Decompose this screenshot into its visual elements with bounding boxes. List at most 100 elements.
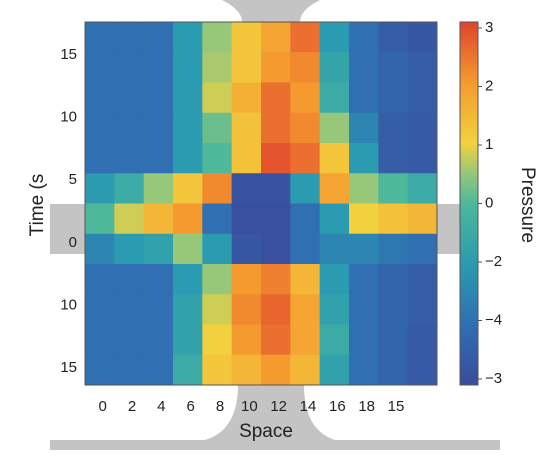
y-tick-label: 5 (69, 171, 77, 188)
x-tick-label: 14 (300, 398, 317, 415)
heat-cell (85, 112, 115, 144)
heat-cell (290, 203, 321, 235)
heat-cell (319, 294, 350, 325)
colorbar-tick-label: −3 (485, 370, 502, 387)
heat-cell (407, 354, 438, 386)
heat-cell (378, 233, 409, 265)
heat-cell (290, 82, 321, 114)
heat-cell (202, 324, 233, 356)
heat-cell (202, 233, 233, 265)
heat-cell (202, 203, 233, 235)
heat-cell (173, 203, 203, 235)
colorbar-tick-label: 0 (485, 194, 493, 211)
heat-cell (114, 324, 145, 356)
heat-cell (290, 22, 321, 53)
heat-cell (173, 233, 203, 265)
heat-cell (85, 22, 115, 53)
colorbar-tick-label: −4 (485, 311, 502, 328)
heat-cell (378, 203, 409, 235)
heat-cell (290, 354, 321, 386)
heat-cell (143, 324, 174, 356)
heat-cell (143, 173, 174, 204)
x-tick-label: 18 (358, 398, 375, 415)
heat-cell (114, 173, 145, 204)
heat-cell (378, 82, 409, 114)
heat-cell (143, 264, 174, 295)
heat-cell (378, 22, 409, 53)
heat-cell (261, 173, 291, 204)
heat-cell (202, 264, 233, 295)
heat-cell (114, 52, 145, 83)
heat-cell (85, 264, 115, 295)
colorbar-tick-label: 2 (485, 77, 493, 94)
heat-cell (85, 354, 115, 386)
heat-cell (407, 22, 438, 53)
heat-cell (349, 264, 379, 295)
heat-cell (231, 354, 262, 386)
heat-cell (202, 294, 233, 325)
heat-cell (143, 354, 174, 386)
heat-cell (231, 52, 262, 83)
heat-cell (261, 264, 291, 295)
heat-cell (290, 233, 321, 265)
heat-cell (85, 52, 115, 83)
heat-cell (85, 173, 115, 204)
heat-cell (261, 143, 291, 174)
heat-cell (114, 143, 145, 174)
heat-cell (143, 294, 174, 325)
heat-cell (319, 22, 350, 53)
heat-cell (114, 354, 145, 386)
heat-cell (202, 112, 233, 144)
heat-cell (349, 233, 379, 265)
colorbar-tick-label: 1 (485, 136, 493, 153)
heat-cell (319, 173, 350, 204)
heat-cell (143, 22, 174, 53)
heat-cell (378, 324, 409, 356)
heat-cell (349, 22, 379, 53)
heat-cell (143, 82, 174, 114)
heat-cell (231, 173, 262, 204)
heat-cell (114, 22, 145, 53)
heat-cell (290, 173, 321, 204)
heat-cell (261, 52, 291, 83)
heat-cell (202, 143, 233, 174)
heat-cell (407, 233, 438, 265)
heat-cell (261, 354, 291, 386)
heat-cell (290, 52, 321, 83)
heat-cell (173, 52, 203, 83)
heat-cell (290, 112, 321, 144)
heat-cell (349, 294, 379, 325)
heat-cell (319, 354, 350, 386)
heat-cell (231, 233, 262, 265)
heat-cell (85, 143, 115, 174)
x-axis-title: Space (239, 421, 293, 442)
heat-cell (114, 82, 145, 114)
heat-cell (407, 203, 438, 235)
heat-cell (173, 324, 203, 356)
x-tick-label: 4 (157, 398, 165, 415)
x-tick-label: 6 (186, 398, 194, 415)
heat-cell (231, 203, 262, 235)
heat-cell (114, 233, 145, 265)
heat-cell (290, 294, 321, 325)
heat-cell (261, 203, 291, 235)
heat-cell (378, 294, 409, 325)
y-tick-label: 15 (60, 359, 77, 376)
colorbar-title: Pressure (517, 167, 538, 243)
y-axis-title: Time (s (27, 174, 48, 237)
colorbar-tick-label: 3 (485, 19, 493, 36)
heat-cell (202, 22, 233, 53)
heat-cell (290, 264, 321, 295)
heat-cell (231, 324, 262, 356)
y-tick-label: 0 (69, 234, 77, 251)
heat-cell (319, 203, 350, 235)
plot-frame (84, 21, 438, 386)
heat-cell (114, 294, 145, 325)
heat-cell (319, 52, 350, 83)
heat-cell (85, 233, 115, 265)
heat-cell (319, 112, 350, 144)
heat-cell (349, 52, 379, 83)
heat-cell (85, 82, 115, 114)
heat-cell (349, 354, 379, 386)
